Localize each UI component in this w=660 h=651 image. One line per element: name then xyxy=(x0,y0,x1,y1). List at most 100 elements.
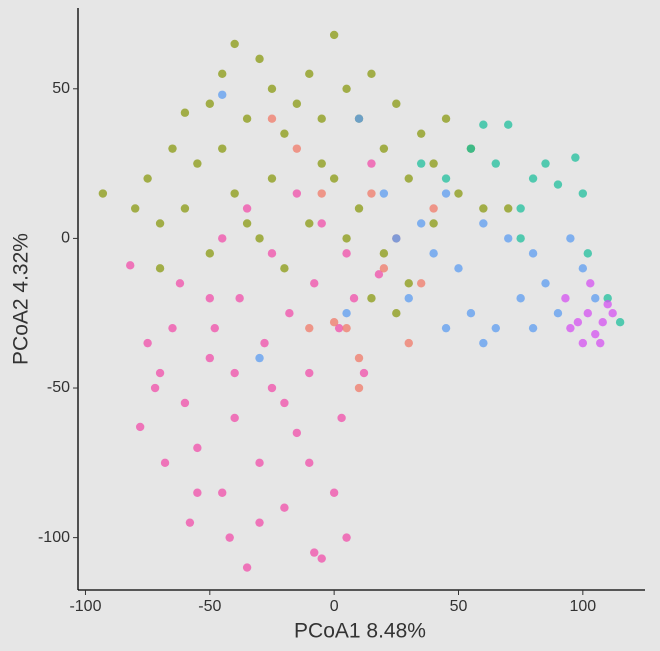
point xyxy=(504,204,513,213)
point xyxy=(367,69,376,79)
point xyxy=(292,99,302,108)
point xyxy=(143,174,152,183)
point xyxy=(168,323,177,333)
point xyxy=(441,189,451,198)
point xyxy=(242,563,252,572)
point xyxy=(354,353,364,363)
point xyxy=(205,99,215,108)
point xyxy=(566,323,575,333)
point xyxy=(528,174,538,183)
point xyxy=(168,144,177,153)
point xyxy=(205,249,215,258)
point xyxy=(367,159,376,168)
point xyxy=(317,554,326,563)
x-tick-label: 50 xyxy=(450,598,468,615)
point xyxy=(479,219,488,228)
point xyxy=(441,114,451,123)
point xyxy=(255,458,264,468)
point xyxy=(180,398,190,408)
point xyxy=(367,294,376,303)
point xyxy=(155,219,165,228)
point xyxy=(578,264,588,273)
point xyxy=(342,84,351,93)
point xyxy=(429,219,438,228)
point xyxy=(180,204,190,213)
point xyxy=(528,249,538,258)
point xyxy=(155,264,165,273)
point xyxy=(561,294,570,303)
point xyxy=(210,323,219,333)
point xyxy=(571,153,580,162)
point xyxy=(541,279,550,288)
point xyxy=(367,189,376,198)
point xyxy=(416,279,426,288)
point xyxy=(596,338,605,348)
x-tick-label: -50 xyxy=(198,598,221,615)
point xyxy=(479,120,488,129)
point xyxy=(267,84,277,93)
point xyxy=(230,368,239,378)
point xyxy=(354,114,364,123)
point xyxy=(479,204,488,213)
point xyxy=(230,413,239,423)
point xyxy=(193,159,202,168)
point xyxy=(491,159,500,168)
point xyxy=(516,204,525,213)
point xyxy=(416,129,426,138)
x-axis-title: PCoA1 8.48% xyxy=(294,620,426,643)
point xyxy=(185,518,195,527)
point xyxy=(305,458,314,468)
point xyxy=(292,144,302,153)
point xyxy=(566,234,575,243)
x-tick-label: -100 xyxy=(69,598,101,615)
point xyxy=(342,234,351,243)
point xyxy=(578,189,588,198)
point xyxy=(591,329,600,339)
point xyxy=(598,317,607,327)
point xyxy=(441,174,451,183)
point xyxy=(235,294,244,303)
point xyxy=(379,189,389,198)
point xyxy=(130,204,140,213)
point xyxy=(591,294,600,303)
point xyxy=(225,533,234,542)
point xyxy=(193,488,202,497)
point xyxy=(349,294,359,303)
point xyxy=(342,323,351,333)
point xyxy=(317,114,326,123)
point xyxy=(416,219,426,228)
point xyxy=(329,488,339,497)
point xyxy=(379,144,389,153)
point xyxy=(354,383,364,393)
point xyxy=(205,353,215,363)
point xyxy=(429,159,438,168)
point xyxy=(267,383,277,393)
y-tick-label: 0 xyxy=(61,230,70,247)
point xyxy=(205,294,215,303)
point xyxy=(359,368,369,378)
point xyxy=(578,338,588,348)
point xyxy=(404,279,413,288)
point xyxy=(255,353,264,363)
point xyxy=(504,120,513,129)
point xyxy=(429,249,438,258)
point xyxy=(354,204,364,213)
point xyxy=(586,279,595,288)
point xyxy=(230,189,239,198)
point xyxy=(603,300,612,309)
point xyxy=(392,234,401,243)
y-axis-title: PCoA2 4.32% xyxy=(10,233,33,365)
point xyxy=(218,234,227,243)
point xyxy=(160,458,170,468)
point xyxy=(292,189,302,198)
point xyxy=(608,309,617,318)
point xyxy=(553,309,563,318)
point xyxy=(516,234,525,243)
point xyxy=(193,443,202,453)
point xyxy=(615,317,625,327)
point xyxy=(329,30,339,40)
point xyxy=(310,548,319,557)
point xyxy=(541,159,550,168)
